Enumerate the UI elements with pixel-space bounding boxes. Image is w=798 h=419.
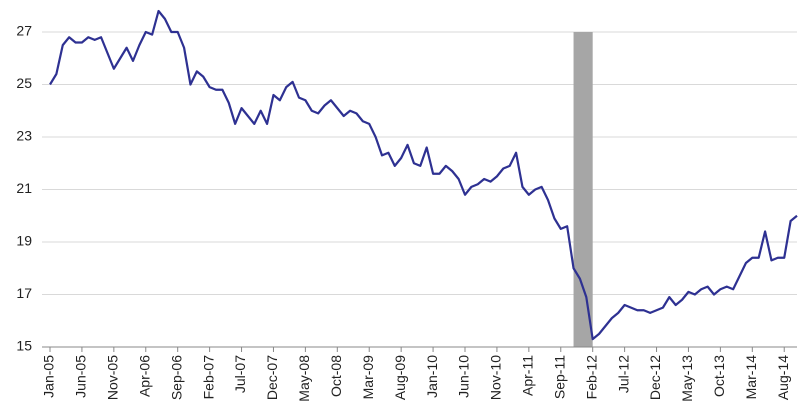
y-tick-label: 17 xyxy=(16,285,32,301)
x-tick-label: Mar-14 xyxy=(743,355,759,400)
x-tick-label: Sep-11 xyxy=(551,355,567,399)
y-tick-label: 19 xyxy=(16,233,32,249)
x-tick-label: Oct-08 xyxy=(328,355,344,397)
x-tick-label: Oct-13 xyxy=(711,355,727,397)
x-tick-label: Dec-07 xyxy=(264,355,280,400)
y-tick-label: 21 xyxy=(16,180,32,196)
x-tick-label: Nov-05 xyxy=(105,355,121,400)
x-tick-label: Nov-10 xyxy=(488,355,504,400)
x-tick-label: Jul-12 xyxy=(615,355,631,393)
y-tick-label: 27 xyxy=(16,23,32,39)
x-tick-label: Jun-05 xyxy=(73,355,89,398)
y-tick-label: 23 xyxy=(16,128,32,144)
x-tick-label: Aug-14 xyxy=(775,355,791,400)
x-tick-label: Feb-07 xyxy=(200,355,216,400)
x-tick-label: Mar-09 xyxy=(360,355,376,400)
x-tick-label: May-13 xyxy=(679,355,695,402)
x-tick-label: Jun-10 xyxy=(456,355,472,398)
x-tick-label: Jul-07 xyxy=(232,355,248,393)
x-tick-label: Feb-12 xyxy=(583,355,599,400)
line xyxy=(49,9,798,341)
y-tick-label: 25 xyxy=(16,75,32,91)
x-tick-label: Apr-11 xyxy=(520,355,536,396)
x-tick-label: Jan-05 xyxy=(41,355,57,398)
x-tick-label: Dec-12 xyxy=(647,355,663,400)
x-tick-label: Apr-06 xyxy=(136,355,152,397)
y-tick-label: 15 xyxy=(16,338,32,354)
x-tick-label: Aug-09 xyxy=(392,355,408,400)
x-tick-label: May-08 xyxy=(296,355,312,402)
x-tick-label: Sep-06 xyxy=(168,355,184,400)
x-tick-label: Jan-10 xyxy=(424,355,440,398)
highlight-band xyxy=(573,32,593,347)
